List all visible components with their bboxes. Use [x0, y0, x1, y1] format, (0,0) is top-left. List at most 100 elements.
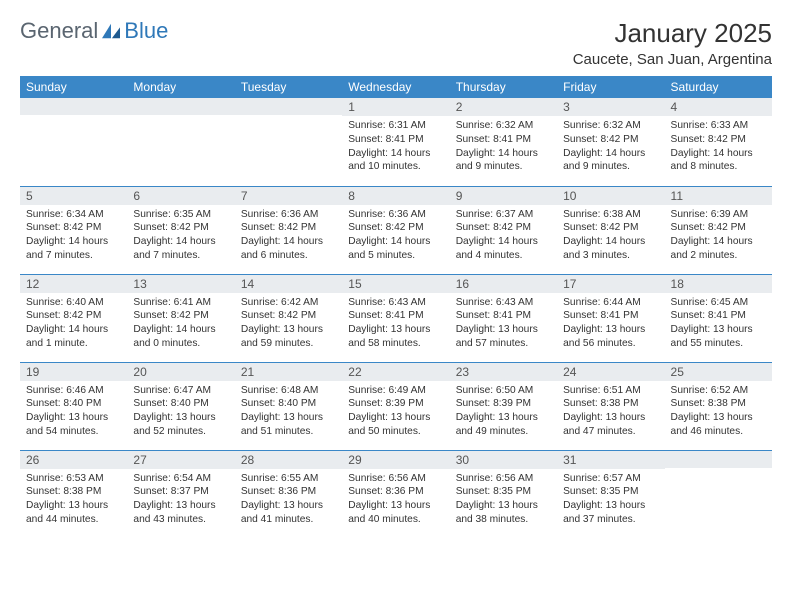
day-cell: 31Sunrise: 6:57 AMSunset: 8:35 PMDayligh…	[557, 450, 664, 538]
day-line: Sunrise: 6:51 AM	[563, 384, 658, 398]
day-line: Sunset: 8:39 PM	[456, 397, 551, 411]
day-cell: 30Sunrise: 6:56 AMSunset: 8:35 PMDayligh…	[450, 450, 557, 538]
day-content: Sunrise: 6:54 AMSunset: 8:37 PMDaylight:…	[127, 469, 234, 531]
day-number: 23	[450, 363, 557, 381]
day-cell: 20Sunrise: 6:47 AMSunset: 8:40 PMDayligh…	[127, 362, 234, 450]
day-cell: 23Sunrise: 6:50 AMSunset: 8:39 PMDayligh…	[450, 362, 557, 450]
day-line: Daylight: 14 hours and 6 minutes.	[241, 235, 336, 263]
day-cell	[20, 98, 127, 186]
day-line: Sunrise: 6:57 AM	[563, 472, 658, 486]
day-line: Sunrise: 6:54 AM	[133, 472, 228, 486]
day-number: 1	[342, 98, 449, 116]
day-line: Daylight: 13 hours and 41 minutes.	[241, 499, 336, 527]
day-line: Sunset: 8:40 PM	[241, 397, 336, 411]
day-cell: 9Sunrise: 6:37 AMSunset: 8:42 PMDaylight…	[450, 186, 557, 274]
day-content: Sunrise: 6:36 AMSunset: 8:42 PMDaylight:…	[342, 205, 449, 267]
day-line: Sunset: 8:42 PM	[26, 221, 121, 235]
day-content: Sunrise: 6:40 AMSunset: 8:42 PMDaylight:…	[20, 293, 127, 355]
day-line: Daylight: 14 hours and 1 minute.	[26, 323, 121, 351]
day-number	[20, 98, 127, 115]
day-cell: 22Sunrise: 6:49 AMSunset: 8:39 PMDayligh…	[342, 362, 449, 450]
day-number: 9	[450, 187, 557, 205]
day-line: Sunset: 8:42 PM	[671, 221, 766, 235]
day-line: Sunset: 8:38 PM	[26, 485, 121, 499]
day-cell: 19Sunrise: 6:46 AMSunset: 8:40 PMDayligh…	[20, 362, 127, 450]
day-line: Daylight: 14 hours and 4 minutes.	[456, 235, 551, 263]
day-cell: 24Sunrise: 6:51 AMSunset: 8:38 PMDayligh…	[557, 362, 664, 450]
day-number: 27	[127, 451, 234, 469]
header: General Blue January 2025 Caucete, San J…	[20, 18, 772, 68]
day-content: Sunrise: 6:47 AMSunset: 8:40 PMDaylight:…	[127, 381, 234, 443]
day-line: Daylight: 13 hours and 44 minutes.	[26, 499, 121, 527]
day-line: Sunrise: 6:32 AM	[456, 119, 551, 133]
day-number: 16	[450, 275, 557, 293]
weekday-header: Sunday	[20, 76, 127, 98]
day-line: Sunrise: 6:44 AM	[563, 296, 658, 310]
week-row: 26Sunrise: 6:53 AMSunset: 8:38 PMDayligh…	[20, 450, 772, 538]
day-line: Daylight: 14 hours and 9 minutes.	[563, 147, 658, 175]
day-line: Sunrise: 6:31 AM	[348, 119, 443, 133]
logo: General Blue	[20, 18, 168, 44]
weekday-header: Thursday	[450, 76, 557, 98]
day-line: Sunset: 8:36 PM	[241, 485, 336, 499]
day-cell: 1Sunrise: 6:31 AMSunset: 8:41 PMDaylight…	[342, 98, 449, 186]
day-line: Daylight: 13 hours and 40 minutes.	[348, 499, 443, 527]
day-number: 11	[665, 187, 772, 205]
day-cell: 8Sunrise: 6:36 AMSunset: 8:42 PMDaylight…	[342, 186, 449, 274]
day-cell: 14Sunrise: 6:42 AMSunset: 8:42 PMDayligh…	[235, 274, 342, 362]
day-line: Sunset: 8:40 PM	[133, 397, 228, 411]
day-line: Sunrise: 6:34 AM	[26, 208, 121, 222]
day-line: Daylight: 14 hours and 10 minutes.	[348, 147, 443, 175]
day-line: Sunrise: 6:47 AM	[133, 384, 228, 398]
day-line: Sunrise: 6:43 AM	[348, 296, 443, 310]
day-content: Sunrise: 6:32 AMSunset: 8:41 PMDaylight:…	[450, 116, 557, 178]
day-line: Sunrise: 6:43 AM	[456, 296, 551, 310]
day-line: Sunset: 8:42 PM	[671, 133, 766, 147]
day-line: Sunset: 8:41 PM	[456, 309, 551, 323]
day-line: Sunset: 8:41 PM	[563, 309, 658, 323]
week-row: 19Sunrise: 6:46 AMSunset: 8:40 PMDayligh…	[20, 362, 772, 450]
day-content: Sunrise: 6:46 AMSunset: 8:40 PMDaylight:…	[20, 381, 127, 443]
day-line: Daylight: 13 hours and 46 minutes.	[671, 411, 766, 439]
day-line: Sunrise: 6:48 AM	[241, 384, 336, 398]
day-line: Daylight: 14 hours and 3 minutes.	[563, 235, 658, 263]
day-content: Sunrise: 6:31 AMSunset: 8:41 PMDaylight:…	[342, 116, 449, 178]
day-content: Sunrise: 6:56 AMSunset: 8:36 PMDaylight:…	[342, 469, 449, 531]
day-content: Sunrise: 6:57 AMSunset: 8:35 PMDaylight:…	[557, 469, 664, 531]
weekday-header: Wednesday	[342, 76, 449, 98]
day-content: Sunrise: 6:56 AMSunset: 8:35 PMDaylight:…	[450, 469, 557, 531]
day-line: Sunset: 8:42 PM	[133, 221, 228, 235]
day-line: Daylight: 13 hours and 58 minutes.	[348, 323, 443, 351]
day-content: Sunrise: 6:38 AMSunset: 8:42 PMDaylight:…	[557, 205, 664, 267]
day-line: Sunset: 8:35 PM	[456, 485, 551, 499]
day-number: 15	[342, 275, 449, 293]
day-line: Sunrise: 6:56 AM	[456, 472, 551, 486]
day-line: Daylight: 13 hours and 56 minutes.	[563, 323, 658, 351]
week-row: 5Sunrise: 6:34 AMSunset: 8:42 PMDaylight…	[20, 186, 772, 274]
day-line: Sunset: 8:42 PM	[241, 221, 336, 235]
day-content: Sunrise: 6:45 AMSunset: 8:41 PMDaylight:…	[665, 293, 772, 355]
day-number: 26	[20, 451, 127, 469]
day-number: 10	[557, 187, 664, 205]
day-line: Sunrise: 6:46 AM	[26, 384, 121, 398]
day-cell	[665, 450, 772, 538]
weekday-header: Friday	[557, 76, 664, 98]
day-line: Sunrise: 6:45 AM	[671, 296, 766, 310]
day-line: Sunrise: 6:53 AM	[26, 472, 121, 486]
day-content: Sunrise: 6:53 AMSunset: 8:38 PMDaylight:…	[20, 469, 127, 531]
day-line: Sunset: 8:42 PM	[26, 309, 121, 323]
day-cell: 10Sunrise: 6:38 AMSunset: 8:42 PMDayligh…	[557, 186, 664, 274]
day-line: Daylight: 13 hours and 52 minutes.	[133, 411, 228, 439]
day-content: Sunrise: 6:43 AMSunset: 8:41 PMDaylight:…	[450, 293, 557, 355]
day-cell: 18Sunrise: 6:45 AMSunset: 8:41 PMDayligh…	[665, 274, 772, 362]
day-number: 22	[342, 363, 449, 381]
day-number: 19	[20, 363, 127, 381]
day-cell: 16Sunrise: 6:43 AMSunset: 8:41 PMDayligh…	[450, 274, 557, 362]
day-line: Daylight: 13 hours and 49 minutes.	[456, 411, 551, 439]
day-number: 12	[20, 275, 127, 293]
day-line: Sunrise: 6:33 AM	[671, 119, 766, 133]
day-line: Sunset: 8:38 PM	[563, 397, 658, 411]
day-number: 20	[127, 363, 234, 381]
day-content: Sunrise: 6:49 AMSunset: 8:39 PMDaylight:…	[342, 381, 449, 443]
day-line: Daylight: 14 hours and 9 minutes.	[456, 147, 551, 175]
